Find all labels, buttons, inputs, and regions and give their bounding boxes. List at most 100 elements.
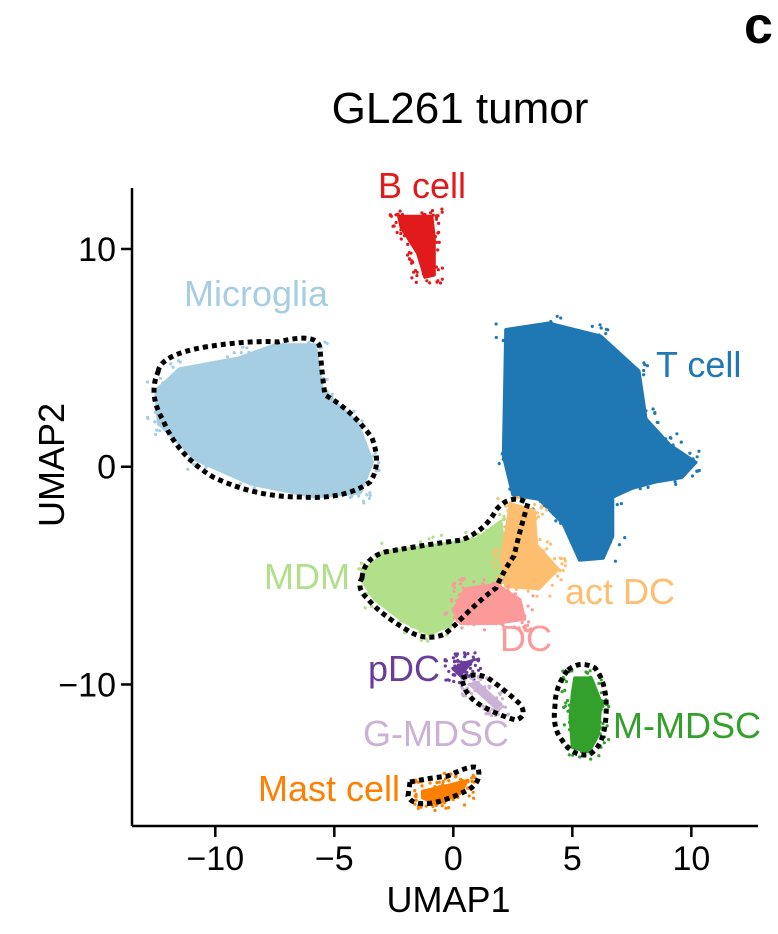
cell-point (444, 659, 448, 663)
cluster-body-act-dc (499, 502, 560, 591)
cell-point (447, 669, 451, 674)
cell-point (563, 559, 567, 563)
cell-point (563, 564, 568, 568)
x-tick-label: 5 (563, 840, 582, 878)
cell-point (440, 210, 444, 214)
cell-point (357, 494, 361, 498)
cell-point (549, 319, 553, 324)
cell-point (508, 487, 512, 491)
cluster-label-act-dc: act DC (565, 571, 675, 612)
cell-point (440, 277, 444, 281)
cell-point (239, 351, 243, 355)
cell-point (389, 214, 393, 218)
cell-point (545, 540, 549, 544)
cell-point (455, 781, 459, 785)
cell-point (563, 688, 567, 693)
cell-point (675, 432, 679, 436)
cell-point (607, 738, 611, 742)
cell-point (613, 559, 618, 563)
cell-point (444, 611, 449, 615)
cell-point (204, 465, 208, 469)
y-axis-title: UMAP2 (31, 403, 72, 527)
cell-point (435, 214, 439, 218)
cell-point (452, 679, 456, 684)
cluster-label-mast-cell: Mast cell (258, 768, 400, 809)
cell-point (645, 364, 650, 368)
cell-point (161, 381, 165, 385)
cell-point (439, 533, 444, 537)
cell-point (433, 808, 437, 813)
cell-point (406, 253, 410, 257)
cell-point (424, 637, 428, 641)
cell-point (556, 574, 560, 578)
cell-point (597, 333, 601, 337)
cell-point (506, 712, 510, 716)
cell-point (513, 592, 518, 596)
cluster-label-g-mdsc: G-MDSC (363, 713, 509, 754)
cell-point (453, 664, 457, 668)
cell-point (494, 696, 499, 700)
cell-point (455, 599, 459, 603)
x-tick-label: 0 (444, 840, 463, 878)
cell-point (549, 542, 553, 546)
cell-point (533, 519, 537, 524)
cell-point (428, 281, 432, 285)
cell-point (158, 429, 162, 433)
cell-point (431, 535, 435, 539)
cell-point (563, 557, 567, 561)
cell-point (502, 627, 506, 631)
cluster-body-mast-cell (420, 778, 470, 806)
cell-point (400, 212, 405, 217)
cell-point (535, 594, 539, 598)
cell-point (500, 452, 504, 456)
axes-layer: −10 −5 0 5 10 −10 0 10 UMAP1 UMAP2 (31, 188, 758, 920)
cell-point (456, 659, 460, 663)
cell-point (414, 792, 418, 797)
cell-point (426, 639, 430, 643)
cell-point (442, 771, 446, 775)
cell-point (501, 697, 505, 701)
cell-point (412, 270, 416, 274)
cell-point (477, 657, 481, 661)
cell-point (395, 230, 399, 235)
cell-point (497, 462, 501, 466)
cell-point (375, 469, 379, 473)
cell-point (501, 338, 505, 343)
cell-point (399, 231, 403, 236)
cell-point (688, 451, 692, 455)
cell-point (414, 280, 418, 284)
cell-point (484, 529, 489, 533)
cell-point (538, 537, 542, 542)
cell-point (588, 675, 593, 679)
gate-outline-mast-cell (405, 764, 482, 807)
cell-point (232, 351, 236, 355)
cell-point (186, 467, 190, 471)
cell-point (449, 597, 454, 602)
cell-point (674, 482, 678, 486)
cell-point (238, 482, 242, 486)
cell-point (449, 625, 453, 629)
cell-point (241, 345, 245, 349)
cluster-dc (443, 577, 535, 633)
cell-point (473, 663, 477, 668)
cell-point (512, 625, 517, 629)
cell-point (367, 496, 371, 500)
cell-point (462, 803, 466, 807)
cell-point (378, 602, 382, 606)
cell-point (419, 638, 423, 642)
x-tick-label: −5 (315, 840, 354, 878)
cell-point (427, 537, 431, 541)
dashed-outlines-layer (151, 335, 609, 807)
cell-point (252, 486, 256, 490)
cell-point (468, 666, 472, 671)
cell-point (447, 779, 451, 783)
cluster-t-cell (494, 314, 701, 563)
cell-point (471, 655, 475, 659)
cell-point (436, 231, 440, 235)
cell-point (526, 623, 530, 628)
cell-point (430, 209, 435, 213)
cell-point (507, 504, 511, 508)
cell-point (668, 436, 672, 440)
cell-point (559, 578, 563, 582)
